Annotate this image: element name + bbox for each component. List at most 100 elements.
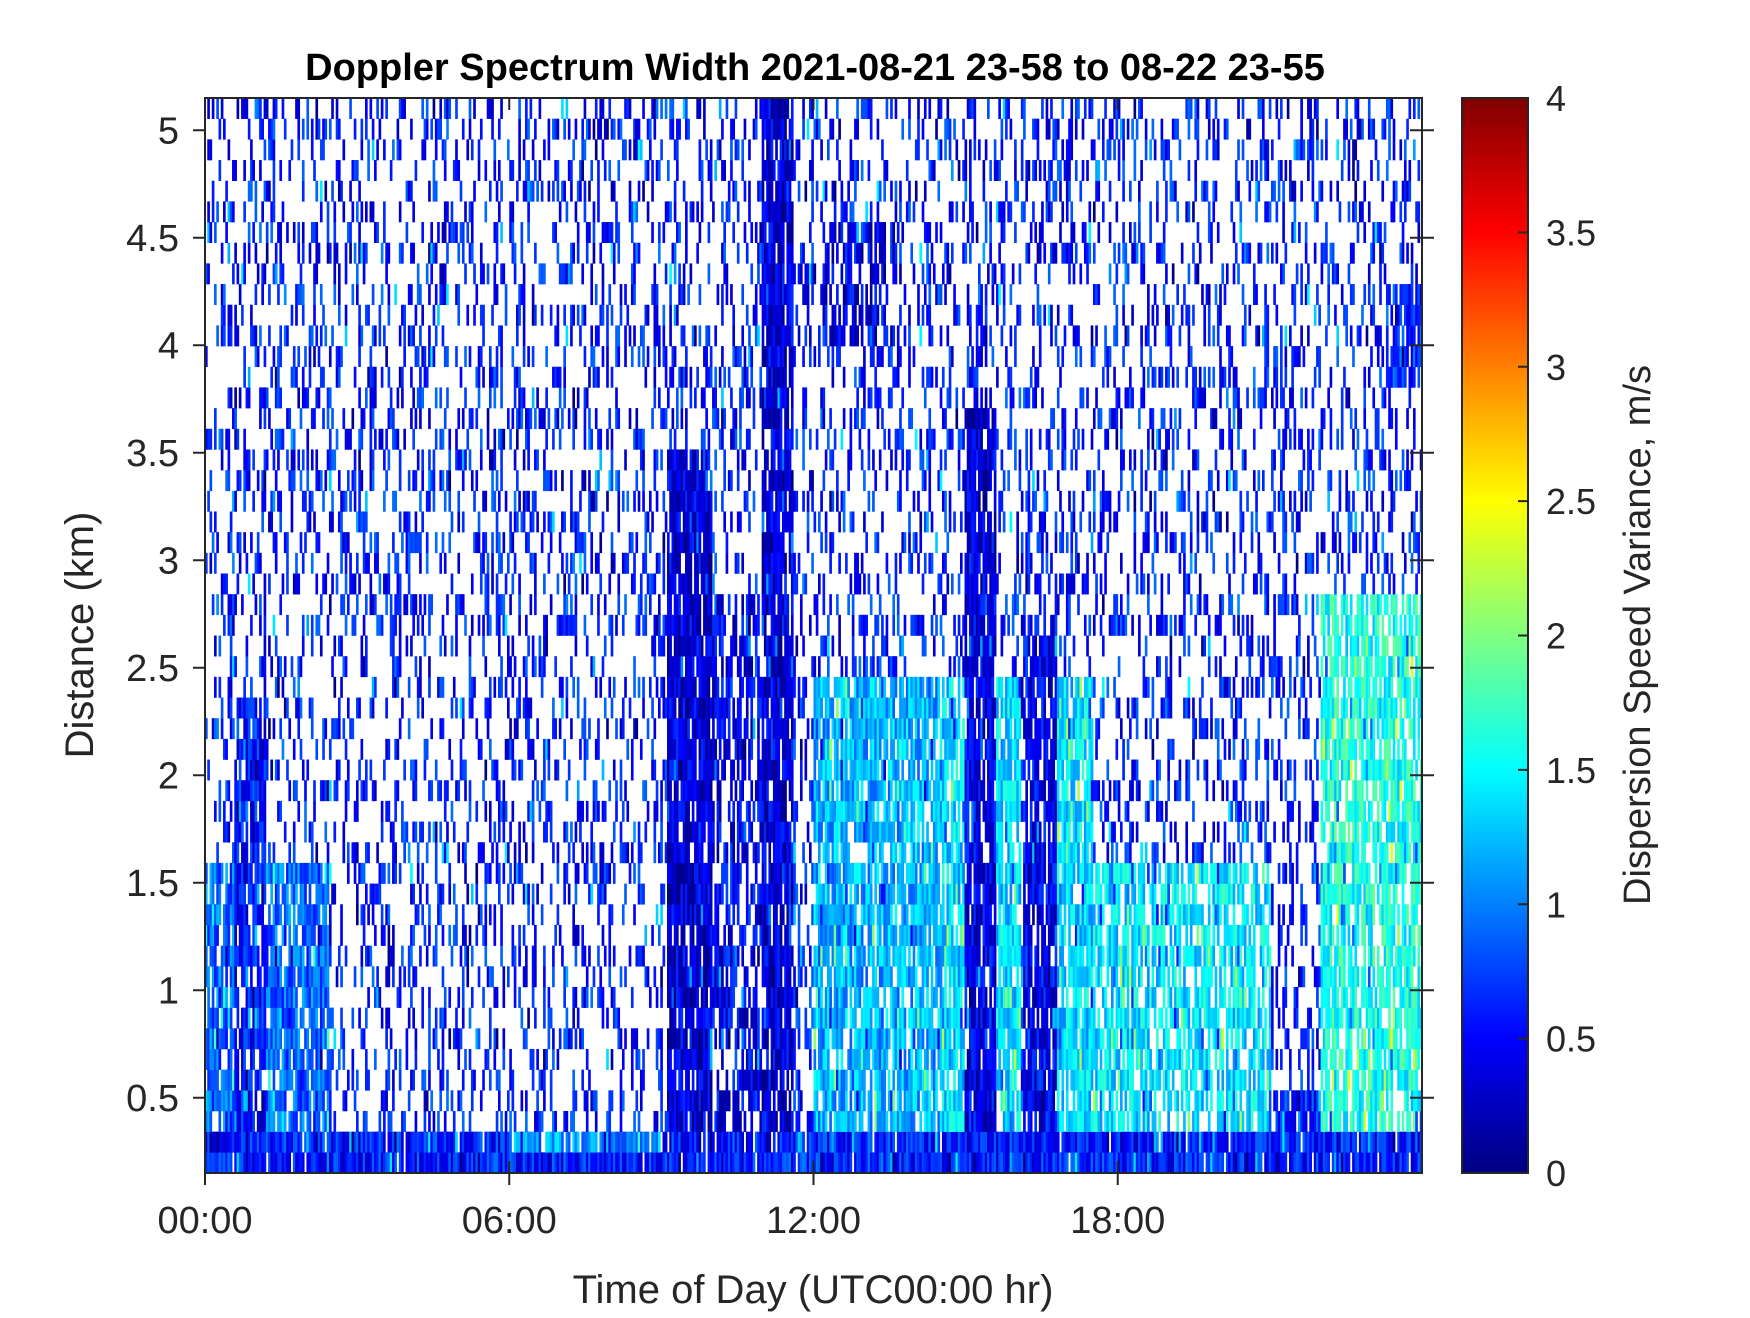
heatmap-cell (689, 759, 693, 781)
heatmap-cell (342, 1048, 346, 1070)
heatmap-cell (667, 1110, 670, 1132)
heatmap-cell (396, 428, 400, 450)
heatmap-cell (484, 201, 488, 223)
heatmap-cell (518, 490, 521, 512)
heatmap-cell (245, 449, 249, 492)
heatmap-cell (394, 594, 397, 636)
heatmap-cell (588, 366, 591, 388)
heatmap-cell (673, 842, 677, 864)
heatmap-cell (712, 986, 715, 1008)
heatmap-cell (790, 532, 794, 554)
heatmap-cell (594, 408, 598, 430)
heatmap-cell (777, 635, 781, 678)
heatmap-cell (297, 1028, 301, 1070)
heatmap-cell (770, 883, 774, 905)
heatmap-cell (741, 1007, 745, 1029)
heatmap-cell (256, 1110, 260, 1132)
heatmap-cell (477, 346, 481, 368)
heatmap-cell (786, 222, 790, 244)
heatmap-cell (247, 242, 251, 264)
heatmap-cell (669, 945, 672, 967)
heatmap-cell (734, 594, 738, 616)
heatmap-cell (703, 1069, 706, 1091)
heatmap-cell (698, 883, 702, 905)
heatmap-cell (743, 346, 747, 388)
heatmap-cell (337, 366, 341, 388)
heatmap-cell (590, 160, 594, 181)
heatmap-cell (259, 594, 262, 616)
heatmap-cell (784, 759, 787, 781)
heatmap-cell (358, 325, 361, 347)
heatmap-cell (493, 160, 497, 181)
heatmap-cell (403, 594, 406, 616)
heatmap-cell (356, 842, 359, 864)
heatmap-cell (565, 1152, 569, 1174)
heatmap-cell (811, 242, 814, 264)
heatmap-cell (299, 532, 303, 554)
heatmap-cell (419, 532, 422, 554)
heatmap-cell (209, 1028, 213, 1050)
heatmap-cell (290, 470, 294, 492)
heatmap-cell (786, 304, 790, 347)
heatmap-cell (786, 738, 790, 781)
heatmap-cell (437, 780, 440, 802)
heatmap-cell (572, 1152, 575, 1174)
heatmap-cell (671, 532, 675, 554)
heatmap-cell (804, 738, 808, 781)
heatmap-cell (292, 1048, 296, 1070)
heatmap-cell (511, 222, 515, 244)
heatmap-cell (687, 966, 690, 988)
heatmap-cell (376, 966, 379, 988)
heatmap-cell (268, 139, 271, 161)
heatmap-cell (795, 1110, 799, 1132)
heatmap-cell (608, 966, 612, 988)
heatmap-cell (247, 180, 251, 202)
heatmap-cell (572, 139, 575, 161)
heatmap-cell (633, 1152, 636, 1174)
heatmap-cell (529, 594, 533, 616)
heatmap-cell (387, 1152, 391, 1174)
heatmap-cell (784, 780, 787, 822)
heatmap-cell (513, 1152, 517, 1174)
heatmap-cell (700, 986, 704, 1008)
heatmap-cell (421, 1152, 425, 1174)
heatmap-cell (502, 1131, 506, 1174)
heatmap-cell (268, 986, 271, 1008)
heatmap-cell (227, 676, 231, 719)
heatmap-cell (214, 1007, 217, 1029)
heatmap-cell (567, 883, 571, 905)
heatmap-cell (685, 511, 688, 533)
heatmap-cell (434, 759, 438, 781)
heatmap-cell (392, 821, 395, 864)
heatmap-cell (554, 924, 557, 946)
heatmap-cell (669, 718, 672, 760)
heatmap-cell (331, 180, 334, 202)
heatmap-cell (802, 118, 805, 140)
heatmap-cell (342, 821, 346, 843)
heatmap-cell (229, 387, 233, 409)
heatmap-cell (466, 883, 470, 905)
heatmap-cell (583, 1131, 587, 1174)
heatmap-cell (502, 862, 506, 884)
heatmap-cell (457, 780, 461, 802)
heatmap-cell (698, 1110, 702, 1132)
heatmap-cell (608, 284, 612, 306)
heatmap-cell (777, 160, 781, 181)
heatmap-cell (227, 428, 231, 471)
heatmap-cell (340, 904, 343, 946)
heatmap-cell (254, 1090, 258, 1112)
heatmap-cell (511, 676, 515, 698)
heatmap-cell (448, 1028, 452, 1050)
heatmap-cell (392, 862, 395, 884)
heatmap-cell (247, 1028, 251, 1050)
heatmap-cell (464, 780, 467, 802)
heatmap-cell (597, 986, 600, 1008)
heatmap-cell (730, 139, 733, 161)
heatmap-cell (374, 222, 377, 244)
heatmap-cell (813, 676, 817, 719)
heatmap-cell (657, 1069, 661, 1091)
heatmap-cell (707, 573, 711, 595)
heatmap-cell (664, 408, 668, 430)
heatmap-cell (234, 387, 237, 409)
